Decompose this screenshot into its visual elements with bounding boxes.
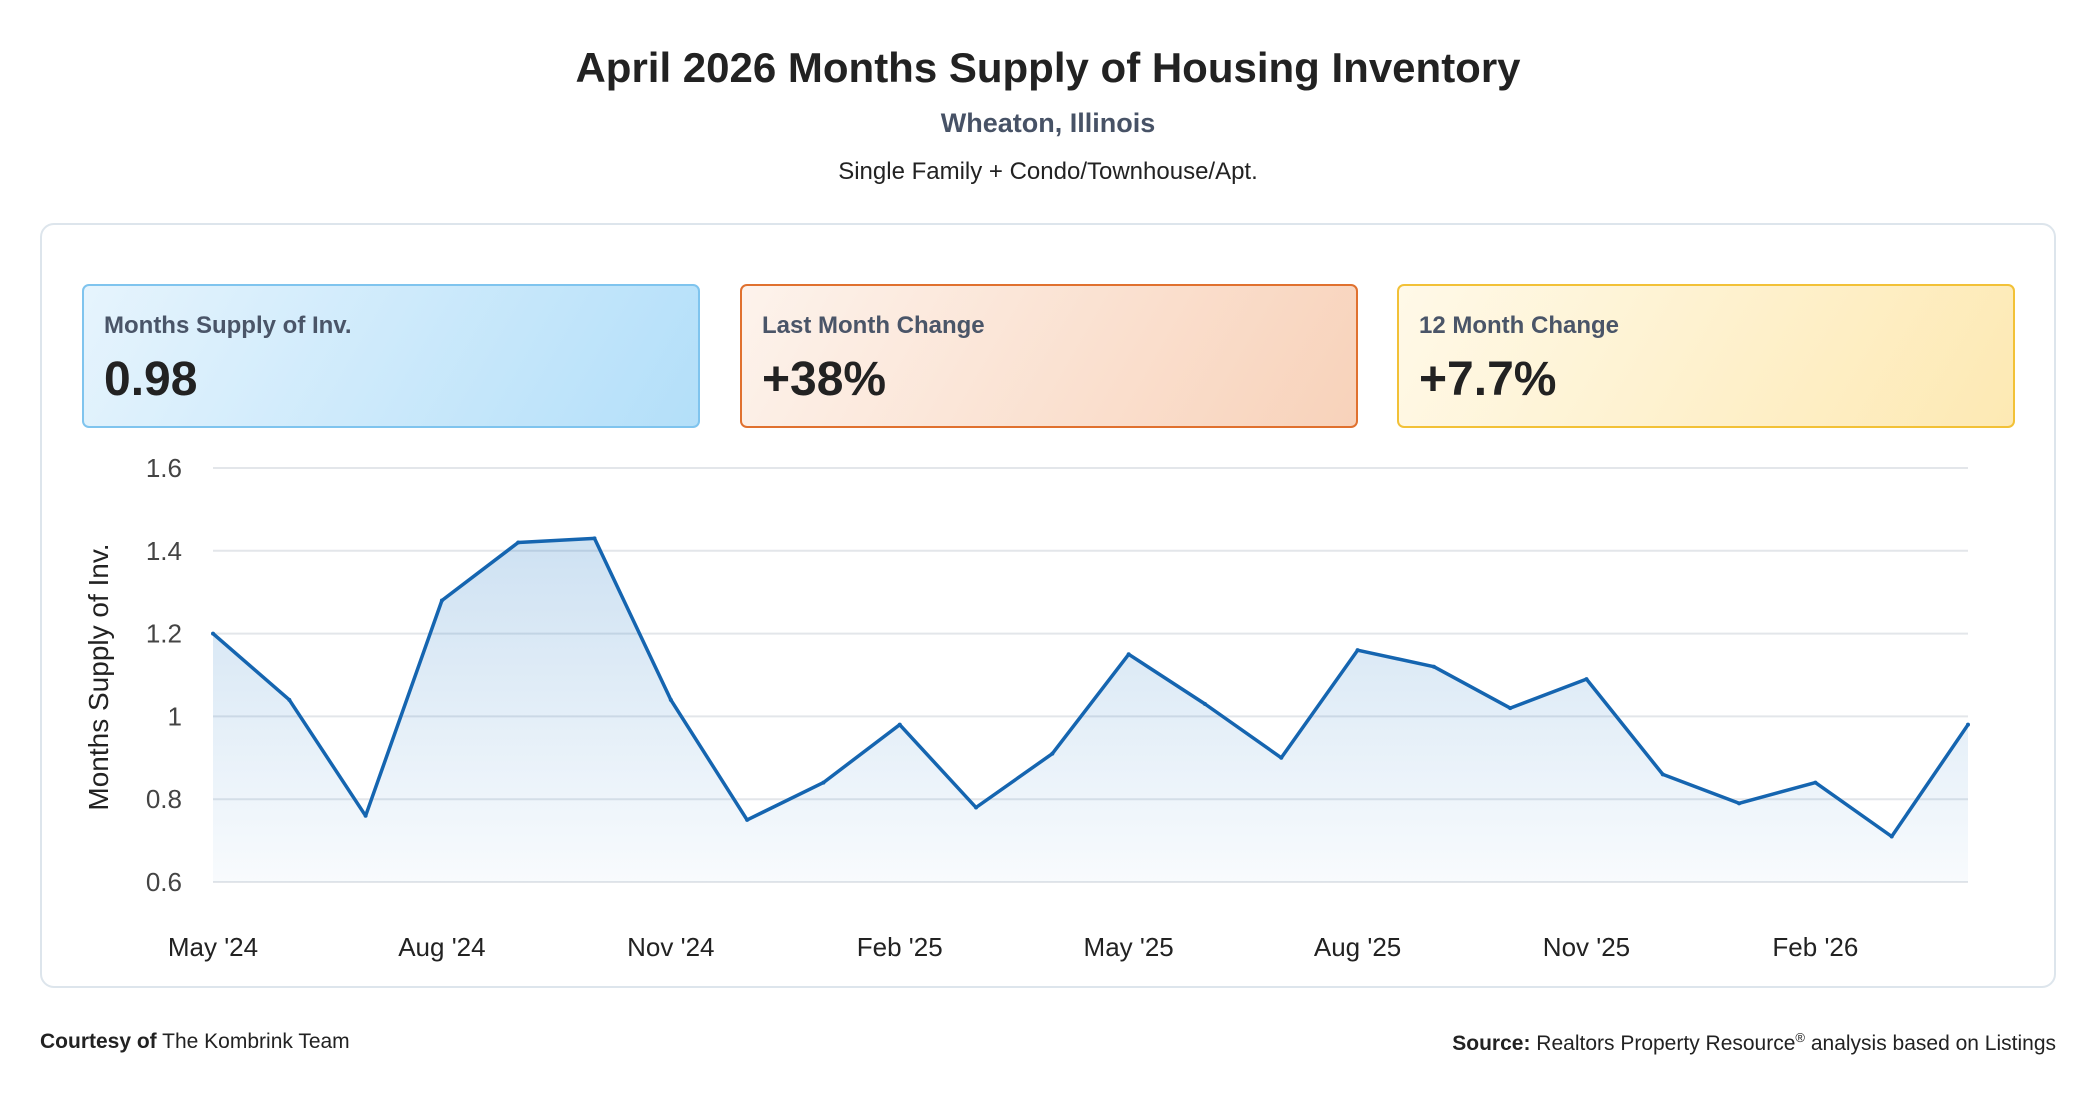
data-point <box>1813 780 1818 785</box>
kpi-card-months-supply: Months Supply of Inv. 0.98 <box>82 284 700 428</box>
data-point <box>1966 722 1970 727</box>
y-tick-label: 0.6 <box>146 867 182 897</box>
y-tick-label: 1 <box>168 701 182 731</box>
y-tick-label: 1.2 <box>146 619 182 649</box>
series-line <box>211 536 1970 839</box>
kpi-card-last-month-change: Last Month Change +38% <box>740 284 1358 428</box>
kpi-label: Last Month Change <box>762 312 985 339</box>
data-point <box>821 780 826 785</box>
x-tick-label: May '25 <box>1084 932 1174 962</box>
kpi-label: 12 Month Change <box>1419 312 1620 339</box>
kpi-value: +7.7% <box>1419 353 1557 406</box>
data-point <box>439 598 444 603</box>
data-point <box>1050 751 1055 756</box>
x-tick-label: Feb '25 <box>857 932 943 962</box>
data-point <box>211 631 215 636</box>
data-point <box>668 697 673 702</box>
y-tick-label: 1.4 <box>146 536 182 566</box>
registered-mark: ® <box>1795 1030 1805 1045</box>
data-point <box>974 805 979 810</box>
data-point <box>287 697 292 702</box>
x-tick-label: May '24 <box>168 932 258 962</box>
y-axis-label: Months Supply of Inv. <box>83 543 114 810</box>
x-axis-ticks: May '24 Aug '24 Nov '24 Feb '25 May '25 Aug '… <box>168 932 1858 962</box>
source-suffix: analysis based on Listings <box>1810 1032 2056 1055</box>
courtesy-name: The Kombrink Team <box>162 1030 350 1053</box>
x-tick-label: Aug '24 <box>398 932 485 962</box>
data-point <box>592 536 597 541</box>
location-subtitle: Wheaton, Illinois <box>940 108 1156 138</box>
source-label: Source: <box>1452 1032 1531 1055</box>
kpi-value: 0.98 <box>104 353 198 406</box>
data-point <box>516 540 521 545</box>
data-point <box>745 817 750 822</box>
data-point <box>1737 801 1742 806</box>
data-point <box>1279 755 1284 760</box>
y-tick-label: 0.8 <box>146 784 182 814</box>
data-point <box>897 722 902 727</box>
kpi-label: Months Supply of Inv. <box>104 312 352 339</box>
kpi-card-12-month-change: 12 Month Change +7.7% <box>1397 284 2015 428</box>
kpi-value: +38% <box>762 353 887 406</box>
x-tick-label: Nov '24 <box>627 932 714 962</box>
months-supply-line-chart: 0.6 0.8 1 1.2 1.4 1.6 May '24 Aug '24 Nov '24 Fe… <box>83 453 1970 962</box>
series-area <box>213 538 1968 882</box>
x-tick-label: Aug '25 <box>1314 932 1401 962</box>
data-point <box>1508 706 1513 711</box>
property-types-caption: Single Family + Condo/Townhouse/Apt. <box>838 158 1258 185</box>
data-point <box>1584 677 1589 682</box>
data-point <box>363 813 368 818</box>
data-point <box>1431 664 1436 669</box>
x-tick-label: Nov '25 <box>1543 932 1630 962</box>
courtesy-note: Courtesy of The Kombrink Team <box>40 1030 350 1054</box>
data-point <box>1355 648 1360 653</box>
source-name: Realtors Property Resource <box>1536 1032 1796 1055</box>
courtesy-label: Courtesy of <box>40 1030 157 1053</box>
data-point <box>1202 701 1207 706</box>
data-point <box>1660 772 1665 777</box>
y-axis-ticks: 0.6 0.8 1 1.2 1.4 1.6 <box>146 453 182 897</box>
page-title: April 2026 Months Supply of Housing Inve… <box>575 44 1521 91</box>
data-points <box>211 536 1970 839</box>
data-point <box>1889 834 1894 839</box>
x-tick-label: Feb '26 <box>1772 932 1858 962</box>
y-tick-label: 1.6 <box>146 453 182 483</box>
data-point <box>1126 652 1131 657</box>
source-note: Source: Realtors Property Resource® anal… <box>1452 1030 2056 1056</box>
